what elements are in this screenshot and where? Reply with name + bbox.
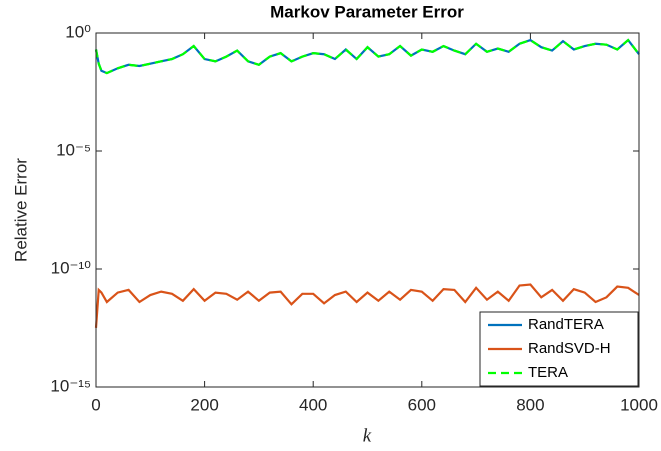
x-tick-label: 400 — [299, 395, 327, 414]
x-tick-label: 1000 — [620, 395, 658, 414]
x-tick-label: 200 — [190, 395, 218, 414]
plot-frame — [95, 32, 640, 388]
x-tick-label: 0 — [91, 395, 100, 414]
series-line — [94, 38, 640, 75]
y-tick-label: 10⁻⁵ — [56, 140, 91, 159]
y-tick-label: 10⁻¹⁵ — [50, 376, 91, 395]
series-line — [94, 283, 640, 328]
chart-title: Markov Parameter Error — [270, 2, 464, 21]
y-tick-label: 10⁰ — [65, 22, 91, 41]
x-tick-label: 600 — [408, 395, 436, 414]
legend-label: RandSVD-H — [528, 340, 611, 357]
y-tick-label: 10⁻¹⁰ — [51, 258, 92, 277]
x-axis-label: k — [363, 425, 372, 446]
legend-label: RandTERA — [528, 316, 604, 333]
x-tick-label: 800 — [516, 395, 544, 414]
y-axis-label: Relative Error — [11, 158, 30, 262]
legend-label: TERA — [528, 364, 568, 381]
